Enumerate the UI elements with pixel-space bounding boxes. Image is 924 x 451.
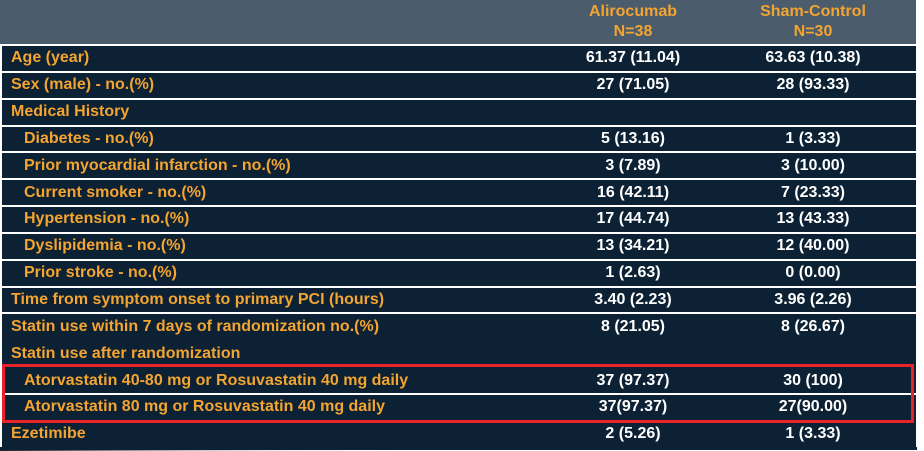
table-row: Sex (male) - no.(%) 27 (71.05) 28 (93.33… <box>2 70 916 98</box>
table-row: Hypertension - no.(%) 17 (44.74) 13 (43.… <box>2 205 916 232</box>
table-bottom-border <box>0 446 917 450</box>
column-title: Sham-Control <box>760 3 866 20</box>
table-row: Prior stroke - no.(%) 1 (2.63) 0 (0.00) <box>2 258 916 286</box>
row-value-alirocumab: 16 (42.11) <box>596 183 670 201</box>
row-value-sham-control: 3.96 (2.26) <box>774 291 852 309</box>
row-value-alirocumab: 13 (34.21) <box>596 237 670 255</box>
row-value-alirocumab: 3 (7.89) <box>605 156 661 174</box>
row-value-alirocumab: 2 (5.26) <box>605 425 661 443</box>
row-label: Atorvastatin 40-80 mg or Rosuvastatin 40… <box>24 371 409 389</box>
table-row: Current smoker - no.(%) 16 (42.11) 7 (23… <box>2 178 916 206</box>
row-value-alirocumab: 17 (44.74) <box>596 210 670 228</box>
row-value-sham-control: 28 (93.33) <box>776 76 850 94</box>
row-value-sham-control: 13 (43.33) <box>776 210 850 228</box>
row-label: Dyslipidemia - no.(%) <box>24 237 186 255</box>
column-title: Alirocumab <box>588 3 677 20</box>
row-label: Diabetes - no.(%) <box>24 129 154 147</box>
column-header-sham-control: Sham-Control N=30 <box>718 2 908 42</box>
row-label: Prior stroke - no.(%) <box>24 264 177 282</box>
table-row: Statin use after randomization <box>2 339 916 367</box>
row-value-alirocumab: 27 (71.05) <box>596 76 670 94</box>
column-n: N=38 <box>613 23 653 40</box>
row-value-alirocumab: 37 (97.37) <box>596 371 670 389</box>
row-value-sham-control: 8 (26.67) <box>780 317 846 335</box>
table-row: Statin use within 7 days of randomizatio… <box>2 312 916 340</box>
row-value-sham-control: 12 (40.00) <box>776 237 850 255</box>
row-value-alirocumab: 5 (13.16) <box>600 129 666 147</box>
row-label: Statin use after randomization <box>11 344 241 362</box>
row-value-alirocumab: 8 (21.05) <box>600 317 666 335</box>
row-label: Statin use within 7 days of randomizatio… <box>11 317 380 335</box>
row-value-alirocumab: 37(97.37) <box>598 398 668 416</box>
row-value-alirocumab: 61.37 (11.04) <box>585 49 681 67</box>
row-value-sham-control: 0 (0.00) <box>785 264 841 282</box>
row-label: Current smoker - no.(%) <box>24 183 207 201</box>
row-value-alirocumab: 1 (2.63) <box>605 264 661 282</box>
row-label: Time from symptom onset to primary PCI (… <box>11 291 385 309</box>
row-value-sham-control: 7 (23.33) <box>780 183 846 201</box>
column-header-alirocumab: Alirocumab N=38 <box>548 2 718 42</box>
row-value-sham-control: 1 (3.33) <box>785 129 841 147</box>
row-value-sham-control: 30 (100) <box>783 371 843 389</box>
row-value-alirocumab: 3.40 (2.23) <box>594 291 672 309</box>
table-row: Time from symptom onset to primary PCI (… <box>2 285 916 313</box>
table-body: Age (year) 61.37 (11.04) 63.63 (10.38) S… <box>0 44 916 447</box>
highlighted-rows-group: Atorvastatin 40-80 mg or Rosuvastatin 40… <box>2 364 916 423</box>
row-value-sham-control: 3 (10.00) <box>780 156 846 174</box>
row-value-sham-control: 1 (3.33) <box>785 425 841 443</box>
table-row: Ezetimibe 2 (5.26) 1 (3.33) <box>2 419 916 447</box>
column-n: N=30 <box>793 23 833 40</box>
row-label: Age (year) <box>11 49 90 67</box>
row-label: Medical History <box>11 103 130 121</box>
table-row: Atorvastatin 80 mg or Rosuvastatin 40 mg… <box>2 392 916 420</box>
table-row: Atorvastatin 40-80 mg or Rosuvastatin 40… <box>2 366 916 393</box>
row-label: Atorvastatin 80 mg or Rosuvastatin 40 mg… <box>24 398 385 416</box>
table-header-row: Alirocumab N=38 Sham-Control N=30 <box>0 0 916 44</box>
table-row: Age (year) 61.37 (11.04) 63.63 (10.38) <box>2 44 916 71</box>
row-value-sham-control: 63.63 (10.38) <box>765 49 861 67</box>
table-row: Dyslipidemia - no.(%) 13 (34.21) 12 (40.… <box>2 231 916 259</box>
row-label: Hypertension - no.(%) <box>24 210 190 228</box>
table-row: Medical History <box>2 97 916 125</box>
row-value-sham-control: 27(90.00) <box>778 398 848 416</box>
row-label: Ezetimibe <box>11 425 86 443</box>
table-row: Prior myocardial infarction - no.(%) 3 (… <box>2 151 916 179</box>
table-row: Diabetes - no.(%) 5 (13.16) 1 (3.33) <box>2 124 916 152</box>
row-label: Prior myocardial infarction - no.(%) <box>24 156 291 174</box>
row-label: Sex (male) - no.(%) <box>11 76 155 94</box>
